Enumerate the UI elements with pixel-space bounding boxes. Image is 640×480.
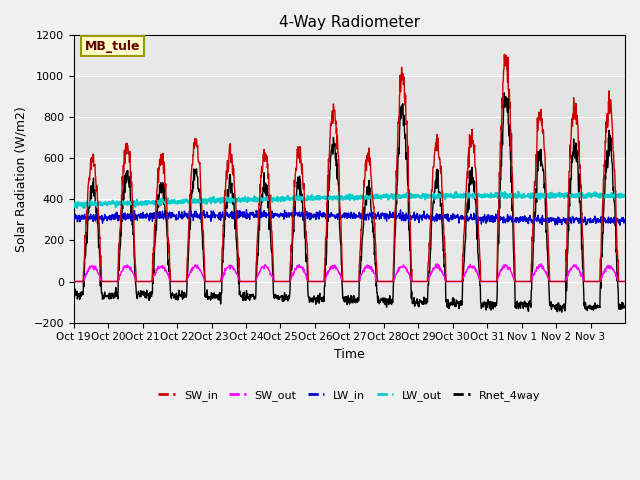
Legend: SW_in, SW_out, LW_in, LW_out, Rnet_4way: SW_in, SW_out, LW_in, LW_out, Rnet_4way <box>154 385 545 405</box>
Text: MB_tule: MB_tule <box>85 40 140 53</box>
Y-axis label: Solar Radiation (W/m2): Solar Radiation (W/m2) <box>15 106 28 252</box>
Title: 4-Way Radiometer: 4-Way Radiometer <box>279 15 420 30</box>
X-axis label: Time: Time <box>334 348 365 361</box>
Bar <box>74 76 625 158</box>
